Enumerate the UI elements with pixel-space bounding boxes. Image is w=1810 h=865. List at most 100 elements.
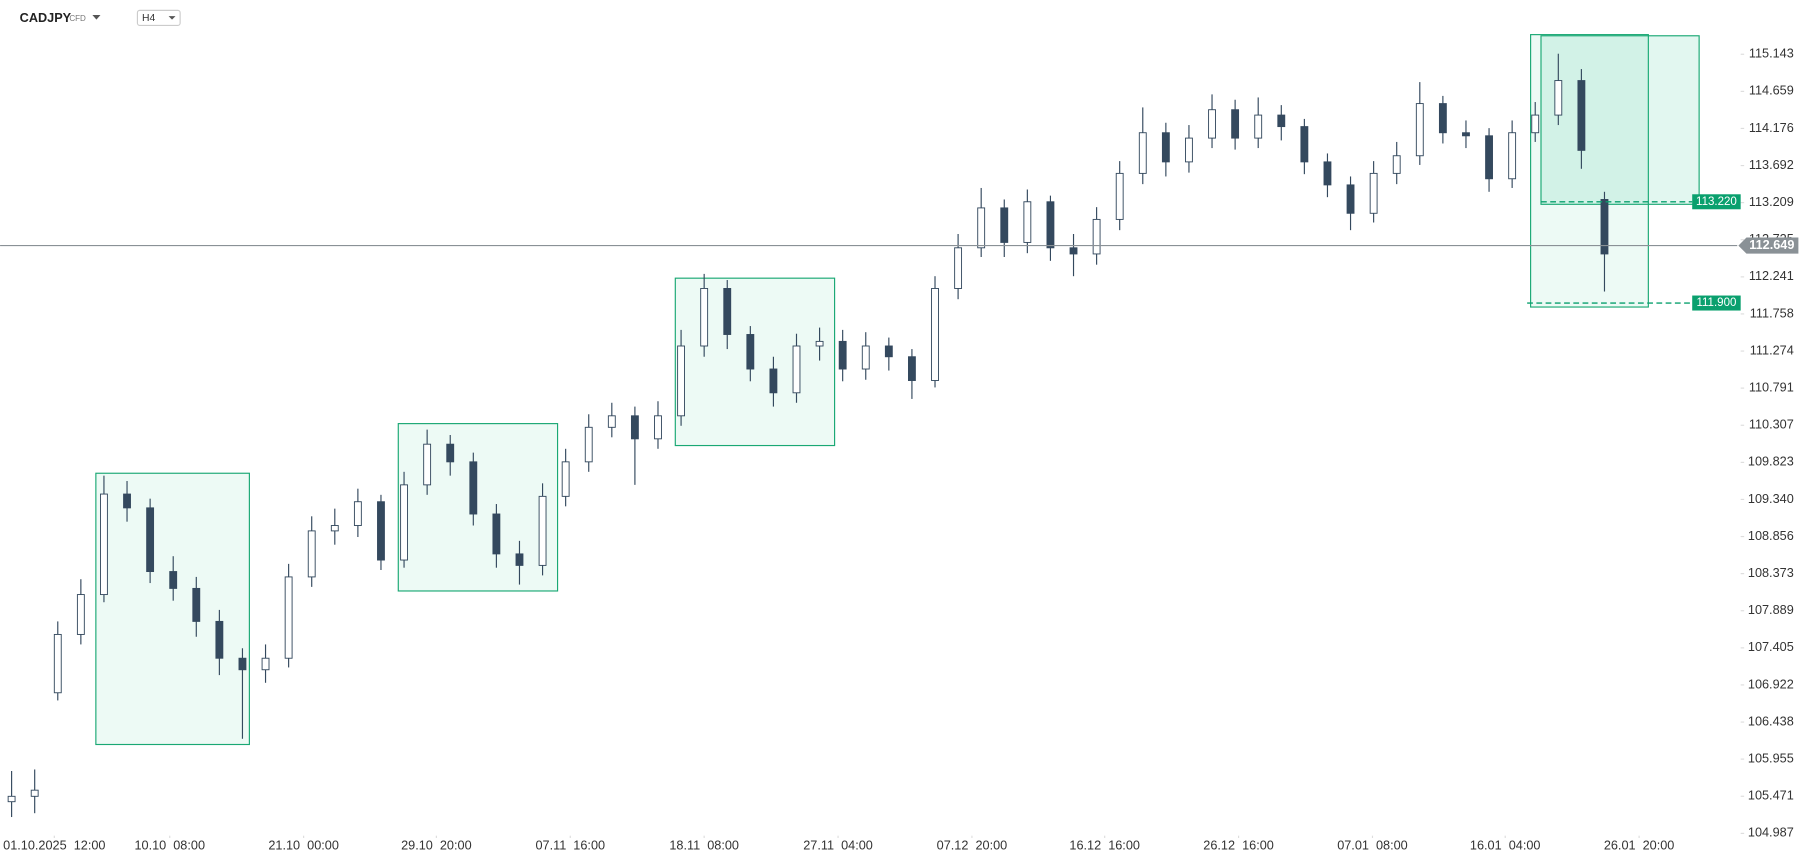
candle-body bbox=[30, 789, 39, 797]
x-tick-label: 26.01 20:00 bbox=[1604, 838, 1675, 852]
x-tick-label: 21.10 00:00 bbox=[268, 838, 339, 852]
candle-body bbox=[330, 525, 339, 532]
level-label: 113.220 bbox=[1696, 196, 1737, 208]
x-tick-label: 07.01 08:00 bbox=[1337, 838, 1408, 852]
x-tick-label: 29.10 20:00 bbox=[401, 838, 472, 852]
candle-body bbox=[954, 247, 963, 289]
y-tick-label: 108.856 bbox=[1748, 529, 1794, 543]
y-tick-label: 106.922 bbox=[1748, 677, 1794, 691]
candle-body bbox=[492, 513, 501, 555]
level-label: 111.900 bbox=[1696, 297, 1736, 309]
y-tick-label: 113.692 bbox=[1749, 158, 1794, 172]
candle-body bbox=[1023, 201, 1032, 243]
y-tick-label: 108.373 bbox=[1748, 566, 1794, 580]
candle-body bbox=[1415, 103, 1424, 157]
y-tick-label: 114.659 bbox=[1749, 84, 1794, 98]
candle-body bbox=[884, 345, 893, 358]
y-tick-label: 110.307 bbox=[1749, 418, 1794, 432]
candle-body bbox=[1138, 132, 1147, 174]
candle-body bbox=[1300, 126, 1309, 163]
y-tick-label: 113.209 bbox=[1749, 195, 1794, 209]
candle-body bbox=[861, 345, 870, 370]
candle-body bbox=[423, 443, 432, 486]
x-tick-label: 10.10 08:00 bbox=[134, 838, 205, 852]
instrument-type: CFD bbox=[69, 14, 86, 23]
y-tick-label: 104.987 bbox=[1748, 826, 1794, 840]
candle-body bbox=[1277, 114, 1286, 128]
x-tick-label: 27.11 04:00 bbox=[803, 838, 873, 852]
candle-body bbox=[1208, 109, 1216, 139]
y-tick-label: 115.143 bbox=[1749, 47, 1794, 61]
candle-body bbox=[584, 426, 593, 463]
x-tick-label: 16.12 16:00 bbox=[1069, 838, 1140, 852]
candle-body bbox=[700, 288, 709, 347]
candle-body bbox=[123, 493, 131, 509]
candle-body bbox=[677, 345, 685, 417]
timeframe-dropdown[interactable] bbox=[168, 16, 176, 20]
level-label-box bbox=[1692, 194, 1741, 210]
zone-box bbox=[95, 472, 250, 746]
candle-body bbox=[7, 795, 16, 803]
candle-body bbox=[815, 340, 824, 347]
candle-body bbox=[284, 576, 293, 659]
zone-box bbox=[1540, 35, 1700, 205]
x-tick-label: 01.10.2025 12:00 bbox=[3, 838, 105, 852]
candle-body bbox=[515, 553, 524, 566]
candle-body bbox=[1577, 80, 1586, 151]
candle-body bbox=[1438, 103, 1447, 134]
candle-body bbox=[446, 443, 455, 463]
y-tick-label: 111.274 bbox=[1750, 343, 1794, 357]
candle-body bbox=[1346, 184, 1355, 214]
candle-body bbox=[1600, 199, 1609, 255]
candle-body bbox=[1115, 172, 1124, 220]
candle-body bbox=[769, 368, 778, 394]
candle-body bbox=[1185, 137, 1193, 163]
candle-body bbox=[977, 207, 986, 249]
candle-body bbox=[169, 571, 178, 589]
candle-body bbox=[1485, 135, 1493, 180]
candle-body bbox=[561, 461, 570, 497]
x-tick-label: 16.01 04:00 bbox=[1470, 838, 1541, 852]
timeframe-box[interactable] bbox=[136, 9, 181, 26]
candle-body bbox=[469, 461, 478, 515]
candle-body bbox=[1000, 207, 1009, 243]
candle-body bbox=[377, 501, 385, 561]
symbol-dropdown[interactable] bbox=[92, 15, 101, 20]
y-tick-label: 107.405 bbox=[1748, 640, 1794, 654]
candle-body bbox=[1046, 201, 1055, 249]
zone-box bbox=[674, 277, 836, 447]
candle-body bbox=[1508, 132, 1517, 180]
candle-body bbox=[1254, 114, 1263, 139]
current-price-label: 112.649 bbox=[1749, 238, 1794, 252]
candle-body bbox=[192, 587, 201, 622]
candle-body bbox=[1554, 80, 1563, 116]
y-tick-label: 109.340 bbox=[1748, 492, 1794, 506]
candle-body bbox=[654, 415, 662, 440]
candle-body bbox=[1231, 109, 1240, 139]
candle-body bbox=[1392, 155, 1401, 174]
level-label-box bbox=[1692, 295, 1741, 311]
candle-body bbox=[400, 484, 408, 561]
zones bbox=[95, 34, 1700, 746]
candle-body bbox=[307, 530, 316, 578]
candle-body bbox=[146, 507, 155, 573]
candle-body bbox=[215, 620, 224, 659]
y-tick-label: 111.758 bbox=[1750, 306, 1794, 320]
candle-body bbox=[723, 288, 732, 335]
symbol[interactable]: CADJPY bbox=[20, 11, 72, 25]
candle-body bbox=[1069, 247, 1078, 255]
x-tick-label: 07.11 16:00 bbox=[535, 838, 605, 852]
timeframe[interactable]: H4 bbox=[142, 13, 155, 24]
zone-box bbox=[397, 423, 559, 592]
x-tick-label: 18.11 08:00 bbox=[669, 838, 739, 852]
candle-body bbox=[746, 334, 755, 370]
y-tick-label: 112.241 bbox=[1749, 269, 1794, 283]
candle-body bbox=[1462, 132, 1470, 137]
candle-body bbox=[1161, 132, 1170, 163]
y-tick-label: 105.955 bbox=[1748, 751, 1794, 765]
x-tick-label: 07.12 20:00 bbox=[937, 838, 1008, 852]
candle-body bbox=[261, 657, 270, 671]
candle-body bbox=[238, 657, 247, 671]
